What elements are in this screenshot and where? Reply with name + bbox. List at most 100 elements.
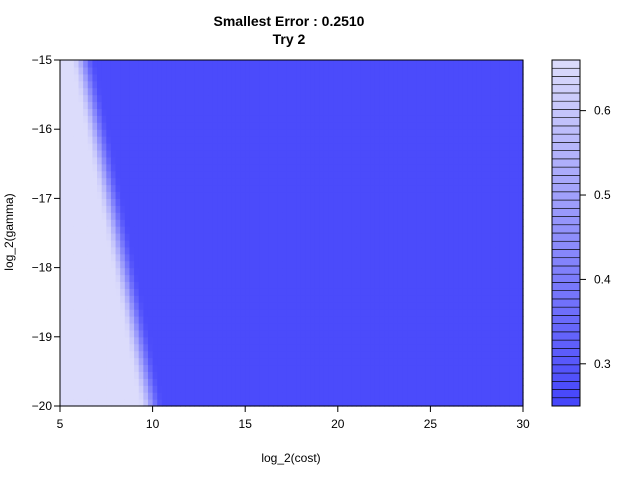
heat-cell [175, 156, 181, 165]
heat-cell [379, 309, 385, 317]
heat-cell [92, 309, 98, 317]
heat-cell [518, 226, 524, 234]
heat-cell [69, 399, 75, 407]
heat-cell [490, 129, 496, 137]
heat-cell [319, 108, 325, 116]
heat-cell [472, 260, 478, 269]
heat-cell [189, 302, 195, 310]
heat-cell [185, 170, 191, 179]
heat-cell [407, 205, 413, 213]
heat-cell [407, 364, 413, 372]
heat-cell [365, 73, 371, 82]
heat-cell [458, 302, 464, 310]
heat-cell [194, 163, 200, 172]
heat-cell [490, 239, 496, 248]
heat-cell [485, 73, 492, 82]
heat-cell [208, 80, 214, 89]
heat-cell [157, 66, 163, 75]
heat-cell [310, 60, 316, 68]
heat-cell [69, 364, 75, 372]
heat-cell [60, 267, 66, 276]
heat-cell [458, 101, 464, 110]
heat-cell [166, 316, 172, 324]
heat-cell [342, 309, 348, 317]
heat-cell [129, 233, 135, 241]
heat-cell [157, 246, 163, 255]
heat-cell [407, 149, 413, 158]
heat-cell [208, 108, 214, 116]
heat-cell [92, 101, 98, 110]
heat-cell [314, 108, 320, 116]
heat-cell [333, 274, 339, 283]
heat-cell [277, 80, 283, 89]
heat-cell [124, 73, 131, 82]
heat-cell [259, 156, 265, 165]
heat-cell [291, 191, 297, 199]
heat-cell [268, 87, 274, 96]
heat-cell [356, 101, 362, 110]
heat-cell [374, 399, 381, 407]
heat-cell [337, 357, 344, 366]
heat-cell [356, 184, 362, 193]
heat-cell [314, 343, 320, 352]
heat-cell [240, 191, 246, 199]
heat-cell [458, 253, 464, 262]
heat-cell [194, 399, 200, 407]
heat-cell [337, 101, 344, 110]
heat-cell [439, 288, 445, 296]
heat-cell [194, 267, 200, 276]
heat-cell [462, 281, 469, 289]
heat-cell [402, 115, 408, 123]
heat-cell [97, 274, 103, 283]
heat-cell [110, 87, 117, 96]
heat-cell [152, 246, 158, 255]
heat-cell [430, 295, 436, 303]
heat-cell [481, 336, 487, 345]
heat-cell [69, 357, 75, 366]
heat-cell [365, 129, 371, 137]
heat-cell [509, 239, 515, 248]
heat-cell [203, 336, 209, 345]
heat-cell [351, 364, 357, 372]
heat-cell [235, 350, 242, 359]
heat-cell [388, 219, 394, 227]
heat-cell [365, 246, 371, 255]
heat-cell [319, 101, 325, 110]
heat-cell [83, 392, 89, 400]
heat-cell [166, 329, 172, 338]
heat-cell [296, 73, 302, 82]
heat-cell [110, 392, 117, 400]
heat-cell [462, 191, 469, 199]
heat-cell [421, 212, 427, 220]
heat-cell [245, 246, 251, 255]
heat-cell [356, 136, 362, 144]
heat-cell [120, 378, 126, 386]
heat-cell [393, 274, 399, 283]
heat-cell [222, 267, 228, 276]
heat-cell [171, 378, 177, 386]
heat-cell [337, 288, 344, 296]
heat-cell [319, 233, 325, 241]
heat-cell [161, 253, 168, 262]
heat-cell [222, 322, 228, 331]
heat-cell [509, 295, 515, 303]
heat-cell [78, 295, 84, 303]
heat-cell [64, 309, 70, 317]
heat-cell [495, 94, 501, 103]
heat-cell [397, 136, 404, 144]
heat-cell [263, 267, 269, 276]
heat-cell [356, 316, 362, 324]
heat-cell [101, 350, 107, 359]
heat-cell [337, 233, 344, 241]
heat-cell [356, 191, 362, 199]
heat-cell [83, 309, 89, 317]
heat-cell [124, 260, 131, 269]
heat-cell [138, 219, 144, 227]
heat-cell [208, 87, 214, 96]
heat-cell [314, 212, 320, 220]
heat-cell [208, 378, 214, 386]
heat-cell [124, 94, 131, 103]
heat-cell [101, 288, 107, 296]
heat-cell [374, 101, 381, 110]
heat-cell [97, 302, 103, 310]
